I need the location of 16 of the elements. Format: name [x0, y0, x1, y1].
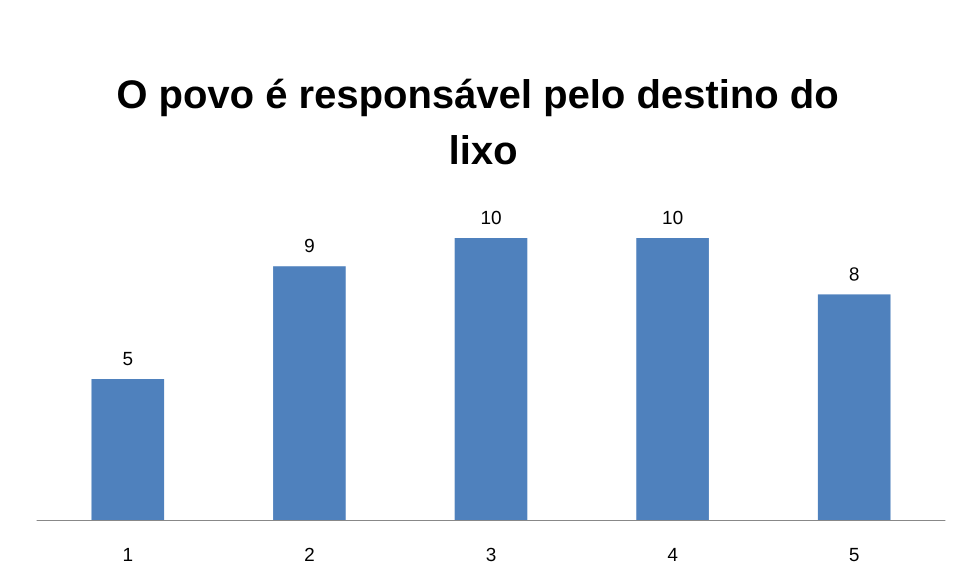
bar: [636, 238, 709, 520]
x-tick-label: 4: [667, 545, 678, 566]
bar: [91, 379, 164, 520]
bar: [818, 294, 891, 520]
x-tick-label: 2: [304, 545, 315, 566]
data-label: 8: [848, 264, 860, 286]
data-label: 9: [304, 236, 315, 258]
x-tick-label: 5: [848, 545, 860, 566]
bar: [454, 238, 528, 520]
bar: [273, 266, 346, 520]
chart-title: O povo é responsável pelo destino do lixo: [116, 73, 839, 173]
data-label: 10: [662, 208, 684, 229]
x-tick-label: 3: [486, 545, 496, 566]
data-label: 5: [122, 349, 134, 370]
data-label: 10: [480, 208, 502, 229]
x-tick-label: 1: [122, 545, 134, 566]
